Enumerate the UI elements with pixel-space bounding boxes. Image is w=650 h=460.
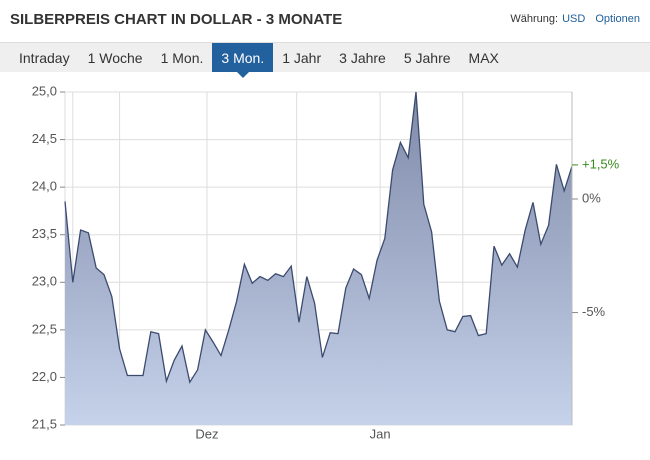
tab[interactable]: 3 Mon. [212,43,274,78]
options-link[interactable]: Optionen [595,13,640,25]
area-fill [65,92,572,425]
tab[interactable]: 1 Woche [87,50,143,66]
y-tick-label: 23,5 [32,226,57,241]
x-tick-label: Jan [370,426,391,441]
x-tick-label: Dez [195,426,218,441]
tab[interactable]: MAX [468,50,499,66]
y-tick-label: 22,5 [32,321,57,336]
page-title: SILBERPREIS CHART IN DOLLAR - 3 MONATE [10,11,343,28]
price-line [64,91,573,384]
tab[interactable]: 3 Jahre [339,50,386,66]
y2-tick-label: 0% [582,190,601,205]
y-tick-label: 22,0 [32,369,57,384]
options-bar: Währung: USD Optionen [510,13,640,25]
y-tick-label: 21,5 [32,416,57,431]
y-tick-label: 24,0 [32,179,57,194]
tab[interactable]: 5 Jahre [403,50,451,66]
tab[interactable]: 1 Jahr [282,50,322,66]
currency-label: Währung: [510,13,559,25]
y-tick-label: 23,0 [32,274,57,289]
tab[interactable]: Intraday [19,50,70,66]
annotation-label: +1,5% [582,156,620,171]
y-tick-label: 24,5 [32,131,57,146]
y-tick-label: 25,0 [32,83,57,98]
y2-tick-label: -5% [582,304,606,319]
tab-bar: Intraday 1 Woche 1 Mon. 3 Mon. 1 Jahr 3 Jahre… [0,42,650,78]
tab[interactable]: 1 Mon. [160,50,204,66]
currency-link[interactable]: USD [562,13,586,25]
